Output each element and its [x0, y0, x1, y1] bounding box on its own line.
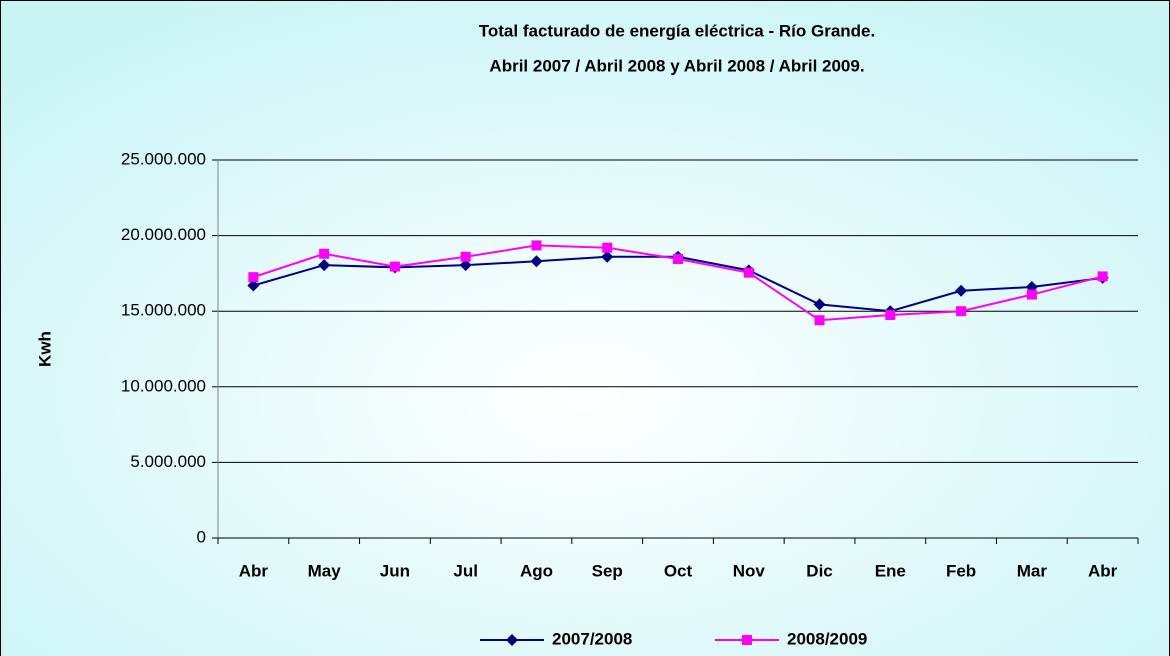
point	[1097, 271, 1108, 282]
x-tick-label: Abr	[239, 561, 269, 580]
point	[955, 284, 968, 297]
legend-label: 2007/2008	[552, 629, 632, 648]
x-tick-label: Abr	[1088, 561, 1118, 580]
y-tick-label: 5.000.000	[130, 452, 206, 471]
x-tick-label: Jul	[453, 561, 478, 580]
x-tick-label: Ago	[520, 561, 553, 580]
point	[601, 250, 614, 263]
x-tick-label: Sep	[592, 561, 623, 580]
point	[389, 261, 400, 272]
point	[673, 254, 683, 265]
y-tick-label: 25.000.000	[121, 149, 206, 168]
point	[885, 309, 896, 320]
x-tick-label: Nov	[733, 561, 766, 580]
point	[813, 298, 826, 311]
y-tick-label: 20.000.000	[121, 225, 206, 244]
point	[319, 248, 330, 259]
x-tick-label: May	[308, 561, 342, 580]
point	[531, 240, 542, 251]
point	[459, 259, 472, 272]
x-tick-label: Dic	[806, 561, 832, 580]
point	[248, 272, 259, 283]
point	[530, 255, 543, 268]
y-tick-label: 10.000.000	[121, 376, 206, 395]
y-axis-label: Kwh	[35, 331, 54, 367]
y-tick-label: 0	[197, 527, 206, 546]
x-tick-label: Ene	[875, 561, 906, 580]
x-tick-label: Oct	[664, 561, 693, 580]
point	[814, 315, 825, 326]
point	[1026, 289, 1037, 300]
point	[743, 267, 754, 278]
point	[742, 635, 752, 645]
chart-subtitle: Abril 2007 / Abril 2008 y Abril 2008 / A…	[489, 56, 864, 75]
point	[602, 242, 613, 253]
point	[247, 279, 260, 292]
point	[506, 634, 518, 646]
point	[956, 306, 967, 317]
chart-title: Total facturado de energía eléctrica - R…	[479, 21, 875, 40]
x-tick-label: Mar	[1017, 561, 1048, 580]
x-tick-label: Jun	[380, 561, 410, 580]
y-tick-label: 15.000.000	[121, 301, 206, 320]
point	[318, 259, 331, 272]
point	[460, 251, 471, 262]
x-tick-label: Feb	[946, 561, 976, 580]
legend-label: 2008/2009	[787, 629, 867, 648]
